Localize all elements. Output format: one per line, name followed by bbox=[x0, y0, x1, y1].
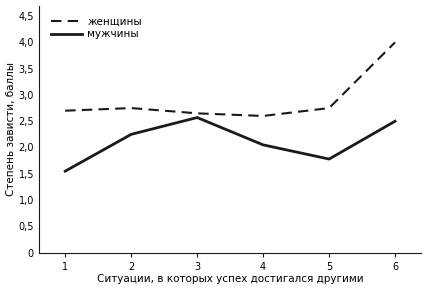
женщины bbox=[194, 112, 199, 115]
X-axis label: Ситуации, в которых успех достигался другими: Ситуации, в которых успех достигался дру… bbox=[97, 274, 363, 284]
женщины bbox=[260, 114, 265, 118]
женщины bbox=[326, 106, 331, 110]
женщины bbox=[391, 41, 397, 44]
мужчины bbox=[194, 116, 199, 119]
мужчины bbox=[326, 157, 331, 161]
Legend: женщины, мужчины: женщины, мужчины bbox=[48, 13, 145, 43]
Line: женщины: женщины bbox=[65, 42, 394, 116]
мужчины bbox=[128, 133, 133, 136]
Line: мужчины: мужчины bbox=[65, 117, 394, 171]
мужчины bbox=[260, 143, 265, 147]
мужчины bbox=[391, 119, 397, 123]
женщины bbox=[128, 106, 133, 110]
Y-axis label: Степень зависти, баллы: Степень зависти, баллы bbox=[6, 62, 15, 196]
мужчины bbox=[63, 169, 68, 173]
женщины bbox=[63, 109, 68, 113]
